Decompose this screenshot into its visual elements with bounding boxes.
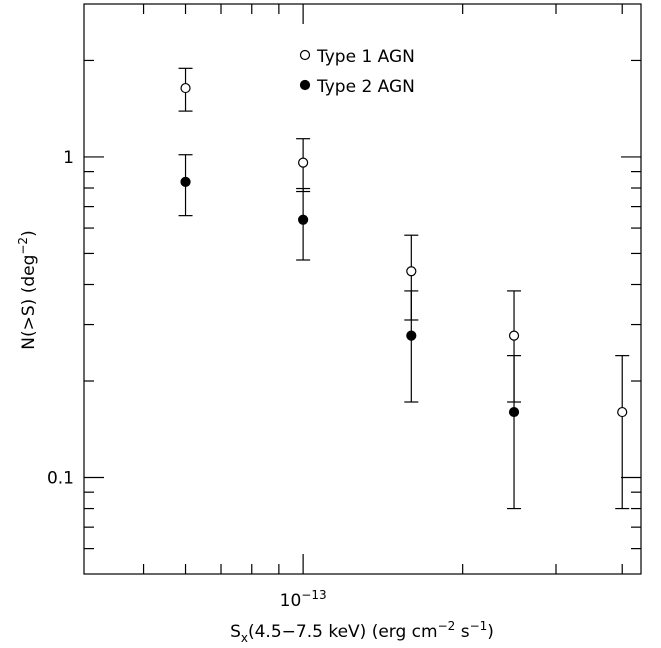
point — [406, 266, 417, 277]
y-axis-label: N(>S) (deg−2) — [16, 230, 39, 349]
point — [508, 330, 520, 341]
point — [406, 330, 417, 341]
point — [180, 82, 191, 94]
point — [508, 406, 520, 418]
y-tick-label: 0.1 — [47, 469, 74, 489]
x-axis-label: Sx(4.5−7.5 keV) (erg cm−2 s−1) — [230, 619, 494, 645]
legend-marker — [299, 79, 311, 91]
legend-label: Type 1 AGN — [316, 47, 415, 67]
point — [617, 406, 628, 418]
point — [180, 176, 191, 187]
legend-label: Type 2 AGN — [316, 77, 415, 97]
point — [298, 214, 309, 225]
y-tick-label: 1 — [63, 148, 74, 168]
x-tick-base: 10 — [280, 591, 302, 611]
x-tick-exponent: −13 — [301, 588, 326, 602]
legend-marker — [299, 49, 311, 61]
point — [298, 157, 309, 168]
x-tick-label: 10−13 — [280, 588, 327, 611]
plot-frame — [83, 3, 642, 575]
